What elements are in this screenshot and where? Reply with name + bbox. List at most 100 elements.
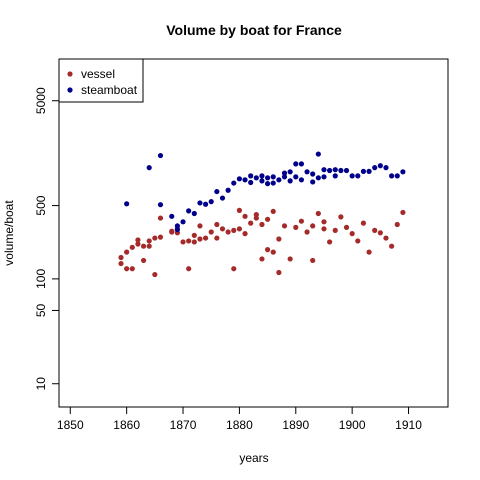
steamboat-point — [146, 165, 152, 171]
steamboat-point — [389, 173, 395, 179]
steamboat-point — [202, 201, 209, 207]
vessel-point — [118, 260, 124, 267]
vessel-point — [146, 238, 152, 244]
steamboat-point — [174, 227, 180, 233]
steamboat-point — [383, 165, 389, 171]
y-axis-label: volume/boat — [2, 200, 16, 266]
steamboat-point — [287, 178, 293, 184]
vessel-point — [191, 239, 197, 245]
vessel-point — [231, 227, 237, 233]
vessel-point — [248, 220, 254, 226]
vessel-point — [264, 216, 271, 222]
vessel-point — [180, 239, 186, 245]
vessel-point — [202, 235, 209, 241]
legend-box — [58, 58, 144, 103]
vessel-point — [281, 223, 288, 229]
vessel-point — [383, 235, 389, 241]
steamboat-point — [208, 199, 214, 205]
steamboat-point — [281, 174, 288, 180]
vessel-point — [394, 221, 400, 228]
vessel-point — [157, 234, 164, 240]
vessel-point — [152, 235, 158, 241]
vessel-point — [242, 213, 248, 219]
vessel-point — [389, 243, 395, 249]
vessel-point — [236, 207, 243, 213]
y-axis: 10 50 100 500 5000 — [34, 87, 60, 391]
vessel-point — [372, 227, 378, 233]
steamboat-point — [377, 163, 383, 169]
steamboat-point — [310, 171, 316, 177]
steamboat-point — [372, 165, 378, 171]
steamboat-point — [293, 174, 299, 180]
steamboat-point — [169, 213, 175, 219]
y-tick-label: 500 — [34, 195, 48, 215]
vessel-point — [242, 231, 248, 237]
steamboat-point — [231, 180, 237, 186]
vessel-point — [197, 236, 203, 242]
vessel-point — [157, 215, 164, 221]
legend-marker-vessel — [67, 71, 73, 77]
steamboat-point — [327, 167, 333, 174]
steamboat-point — [174, 223, 180, 229]
x-tick-label: 1880 — [226, 418, 253, 432]
vessel-point — [270, 208, 276, 215]
vessel-point — [276, 269, 282, 276]
steamboat-point — [248, 173, 254, 179]
steamboat-point — [355, 173, 361, 179]
x-tick-label: 1910 — [395, 418, 422, 432]
vessel-point — [366, 249, 372, 255]
steamboat-point — [180, 219, 186, 225]
steamboat-point — [264, 175, 271, 181]
steamboat-point — [366, 168, 372, 174]
vessel-point — [186, 238, 192, 244]
vessel-point — [321, 219, 327, 225]
vessel-point — [231, 266, 237, 272]
steamboat-point — [304, 169, 310, 175]
vessel-point — [124, 249, 130, 255]
steamboat-point — [310, 179, 316, 185]
vessel-point — [140, 243, 147, 249]
vessel-point — [208, 229, 214, 235]
steamboat-point — [248, 179, 254, 186]
steamboat-point — [349, 173, 355, 179]
steamboat-point — [332, 173, 338, 179]
vessel-point — [253, 212, 259, 218]
vessel-point — [360, 220, 367, 226]
vessel-point — [338, 214, 344, 220]
vessel-point — [140, 257, 147, 264]
steamboat-point — [259, 173, 265, 179]
steamboat-point — [264, 181, 271, 187]
steamboat-point — [293, 161, 299, 167]
y-tick-label: 100 — [34, 269, 48, 289]
steamboat-point — [270, 180, 276, 186]
vessel-point — [152, 271, 158, 278]
steamboat-point — [343, 167, 350, 174]
steamboat-point — [186, 208, 192, 214]
steamboat-point — [276, 177, 282, 183]
steamboat-point — [242, 177, 248, 183]
x-tick-label: 1900 — [339, 418, 366, 432]
vessel-point — [191, 232, 197, 238]
vessel-point — [377, 230, 383, 236]
steamboat-point — [332, 167, 338, 173]
vessel-point — [321, 226, 327, 232]
steamboat-point — [270, 174, 276, 180]
vessel-point — [400, 209, 406, 216]
vessel-point — [259, 256, 265, 262]
steamboat-point — [157, 152, 164, 159]
y-tick-label: 10 — [34, 377, 48, 391]
vessel-point — [169, 228, 175, 234]
steamboat-point — [225, 187, 231, 193]
vessel-point — [315, 210, 321, 217]
steamboat-point — [157, 202, 164, 208]
steamboat-point — [214, 188, 220, 195]
vessel-point — [225, 229, 231, 235]
legend: vessel steamboat — [58, 58, 144, 103]
series-steamboat — [124, 151, 406, 233]
vessel-point — [129, 266, 135, 272]
steamboat-point — [298, 177, 305, 183]
vessel-point — [259, 221, 265, 228]
data-points — [118, 151, 406, 278]
steamboat-point — [253, 175, 259, 181]
vessel-point — [276, 236, 282, 242]
